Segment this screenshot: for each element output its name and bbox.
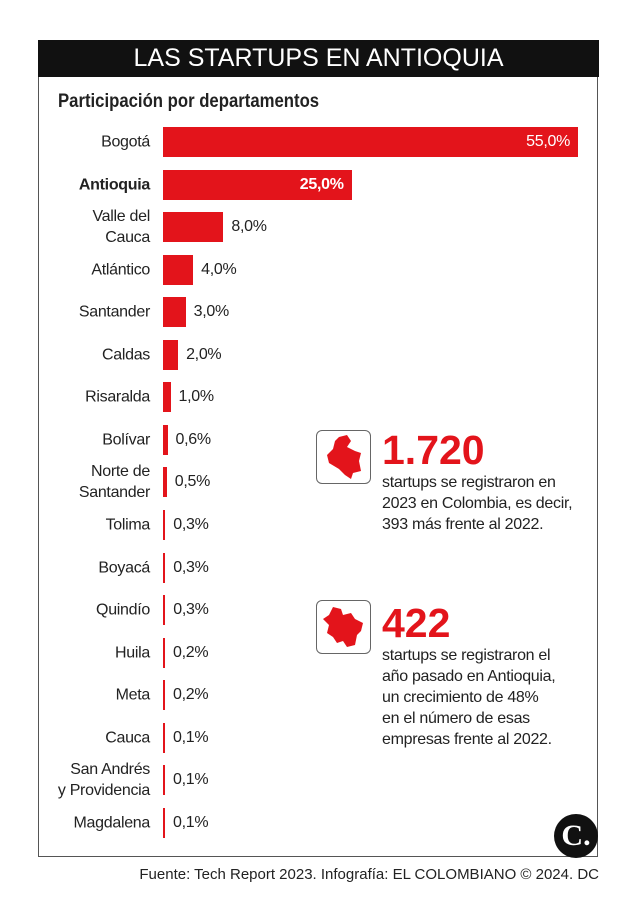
value-label: 0,1% [173, 771, 209, 789]
value-label: 0,5% [174, 473, 211, 491]
callout-text: startups se registraron el año pasado en… [382, 647, 556, 748]
bar [163, 297, 186, 328]
category-label: Risaralda [85, 388, 150, 406]
value-label: 8,0% [231, 218, 267, 236]
bar [163, 595, 166, 626]
map-shape [323, 607, 363, 647]
antioquia-map-icon [316, 600, 371, 654]
value-label: 4,0% [201, 260, 237, 278]
category-label: Boyacá [98, 559, 150, 577]
value-label: 0,2% [173, 643, 209, 661]
category-label: Tolima [105, 516, 151, 534]
bar [163, 722, 165, 753]
bar [163, 127, 578, 157]
category-label: Valle del Cauca [92, 208, 151, 247]
category-label: Cauca [105, 729, 150, 747]
value-label: 0,2% [173, 686, 209, 704]
bar [163, 807, 165, 838]
value-label: 55,0% [526, 133, 570, 150]
category-label: Bogotá [101, 133, 150, 151]
chart-subtitle: Participación por departamentos [58, 91, 320, 112]
category-label: San Andrés y Providencia [57, 761, 150, 800]
bar [163, 424, 168, 455]
value-label: 3,0% [193, 303, 230, 321]
map-shape [327, 435, 361, 479]
category-label: Caldas [101, 346, 150, 364]
bar [163, 680, 165, 711]
chart-title: LAS STARTUPS EN ANTIOQUIA [38, 40, 599, 77]
category-label: Huila [115, 644, 150, 662]
value-label: 0,3% [173, 558, 209, 576]
callout-number: 1.720 [382, 427, 485, 473]
category-label: Quindío [96, 601, 150, 619]
bar [163, 637, 165, 668]
category-label: Antioquia [78, 176, 150, 194]
callout-text: startups se registraron en 2023 en Colom… [382, 474, 573, 533]
category-label: Bolívar [102, 431, 150, 449]
bar [163, 254, 194, 285]
value-label: 0,1% [173, 813, 209, 831]
callout-number: 422 [382, 600, 451, 646]
bar [163, 212, 224, 243]
value-label: 0,1% [173, 728, 209, 746]
logo: C. [554, 814, 598, 858]
bar [163, 510, 166, 541]
bar [163, 382, 171, 413]
category-label: Meta [115, 686, 151, 704]
value-label: 0,6% [175, 430, 212, 448]
value-label: 25,0% [299, 175, 344, 193]
bar [163, 765, 165, 796]
value-label: 1,0% [178, 388, 215, 406]
value-label: 0,3% [173, 516, 209, 534]
value-label: 0,3% [173, 601, 209, 619]
bar [163, 169, 352, 200]
colombia-map-icon [316, 430, 371, 484]
bar [163, 339, 179, 370]
category-label: Norte de Santander [78, 463, 150, 502]
value-label: 2,0% [186, 345, 222, 363]
source: Fuente: Tech Report 2023. Infografía: EL… [139, 866, 599, 883]
category-label: Atlántico [91, 261, 150, 279]
bar [163, 467, 167, 498]
category-label: Magdalena [73, 814, 151, 832]
bar [163, 552, 166, 583]
category-label: Santander [78, 303, 150, 321]
